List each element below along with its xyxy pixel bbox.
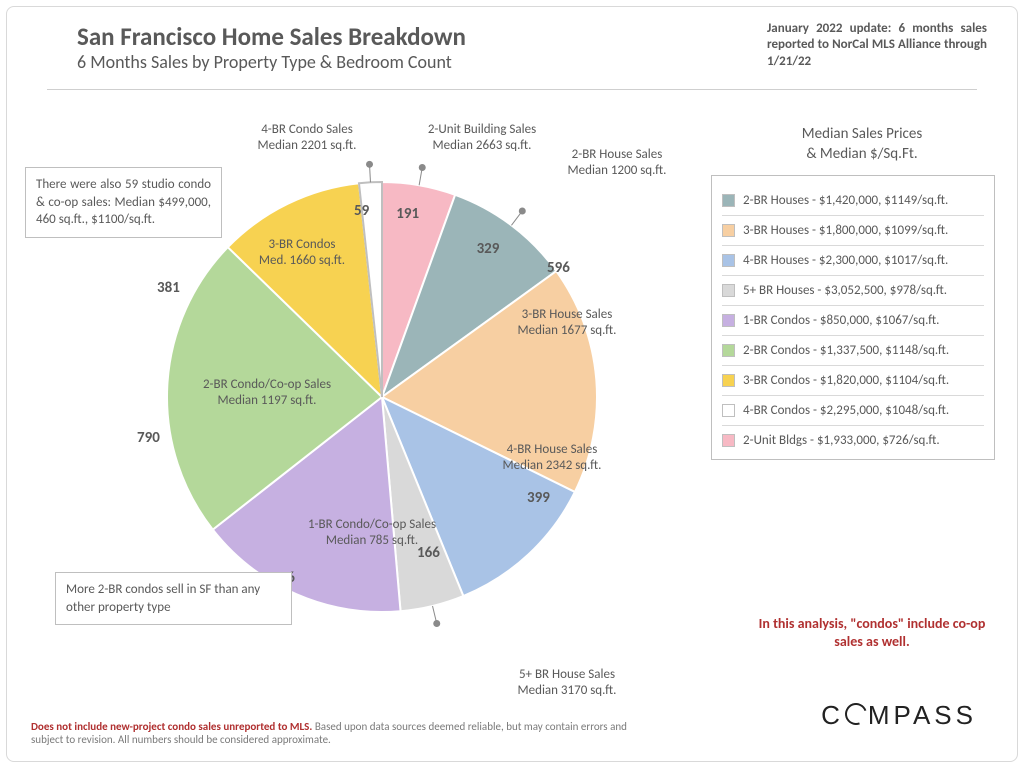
legend-row-7: 4-BR Condos - $2,295,000, $1048/sq.ft. <box>722 396 984 426</box>
disclaimer-bold: Does not include new-project condo sales… <box>31 720 312 733</box>
slice-label-c2: 2-BR Condo/Co-op SalesMedian 1197 sq.ft. <box>182 377 352 410</box>
legend-swatch <box>722 254 735 267</box>
legend-text: 1-BR Condos - $850,000, $1067/sq.ft. <box>743 313 939 328</box>
slice-label-h4: 4-BR House SalesMedian 2342 sq.ft. <box>467 442 637 475</box>
slice-label-c4: 4-BR Condo SalesMedian 2201 sq.ft. <box>232 122 382 155</box>
slice-label-twoUnit: 2-Unit Building SalesMedian 2663 sq.ft. <box>407 122 557 155</box>
page-subtitle: 6 Months Sales by Property Type & Bedroo… <box>77 51 452 73</box>
legend-swatch <box>722 284 735 297</box>
divider <box>47 89 977 90</box>
legend-text: 3-BR Condos - $1,820,000, $1104/sq.ft. <box>743 373 949 388</box>
legend-box: 2-BR Houses - $1,420,000, $1149/sq.ft. 3-… <box>711 175 995 460</box>
compass-logo: CMPASS <box>821 700 977 731</box>
slice-label-h3: 3-BR House SalesMedian 1677 sq.ft. <box>482 307 652 340</box>
slice-value-h3: 596 <box>547 257 570 278</box>
report-frame: San Francisco Home Sales Breakdown 6 Mon… <box>6 6 1018 762</box>
slice-value-c4: 59 <box>354 200 369 221</box>
legend-row-4: 1-BR Condos - $850,000, $1067/sq.ft. <box>722 306 984 336</box>
page-title: San Francisco Home Sales Breakdown <box>77 21 466 52</box>
legend-title-l1: Median Sales Prices <box>802 125 922 143</box>
slice-label-h5: 5+ BR House SalesMedian 3170 sq.ft. <box>492 667 642 700</box>
slice-value-c2: 790 <box>137 427 160 448</box>
slice-label-c1: 1-BR Condo/Co-op SalesMedian 785 sq.ft. <box>287 517 457 550</box>
legend-row-2: 4-BR Houses - $2,300,000, $1017/sq.ft. <box>722 246 984 276</box>
disclaimer: Does not include new-project condo sales… <box>31 720 631 748</box>
slice-label-c3: 3-BR CondosMed. 1660 sq.ft. <box>217 237 387 270</box>
condos-note: In this analysis, "condos" include co-op… <box>757 615 987 651</box>
legend-text: 5+ BR Houses - $3,052,500, $978/sq.ft. <box>743 283 947 298</box>
legend-text: 2-BR Houses - $1,420,000, $1149/sq.ft. <box>743 193 948 208</box>
legend-text: 2-Unit Bldgs - $1,933,000, $726/sq.ft. <box>743 433 940 448</box>
slice-value-twoUnit: 191 <box>396 203 419 224</box>
legend-row-5: 2-BR Condos - $1,337,500, $1148/sq.ft. <box>722 336 984 366</box>
compass-ring-icon <box>841 699 870 728</box>
callout-studio: There were also 59 studio condo & co-op … <box>25 167 222 238</box>
legend-text: 4-BR Houses - $2,300,000, $1017/sq.ft. <box>743 253 948 268</box>
legend-swatch <box>722 224 735 237</box>
callout-topseller: More 2-BR condos sell in SF than any oth… <box>55 572 292 625</box>
legend-title: Median Sales Prices & Median $/Sq.Ft. <box>737 125 987 164</box>
slice-value-h4: 399 <box>527 487 550 508</box>
legend-row-8: 2-Unit Bldgs - $1,933,000, $726/sq.ft. <box>722 426 984 455</box>
legend-text: 3-BR Houses - $1,800,000, $1099/sq.ft. <box>743 223 948 238</box>
legend-row-6: 3-BR Condos - $1,820,000, $1104/sq.ft. <box>722 366 984 396</box>
slice-value-h2: 329 <box>477 238 500 259</box>
legend-row-1: 3-BR Houses - $1,800,000, $1099/sq.ft. <box>722 216 984 246</box>
legend-row-3: 5+ BR Houses - $3,052,500, $978/sq.ft. <box>722 276 984 306</box>
legend-swatch <box>722 344 735 357</box>
update-note: January 2022 update: 6 months sales repo… <box>767 21 987 70</box>
legend-title-l2: & Median $/Sq.Ft. <box>806 145 917 163</box>
legend-row-0: 2-BR Houses - $1,420,000, $1149/sq.ft. <box>722 186 984 216</box>
legend-swatch <box>722 434 735 447</box>
legend-text: 4-BR Condos - $2,295,000, $1048/sq.ft. <box>743 403 949 418</box>
slice-value-c3: 381 <box>157 277 180 298</box>
legend-swatch <box>722 404 735 417</box>
legend-swatch <box>722 314 735 327</box>
legend-swatch <box>722 374 735 387</box>
slice-label-h2: 2-BR House SalesMedian 1200 sq.ft. <box>542 147 692 180</box>
legend-text: 2-BR Condos - $1,337,500, $1148/sq.ft. <box>743 343 949 358</box>
legend-swatch <box>722 194 735 207</box>
